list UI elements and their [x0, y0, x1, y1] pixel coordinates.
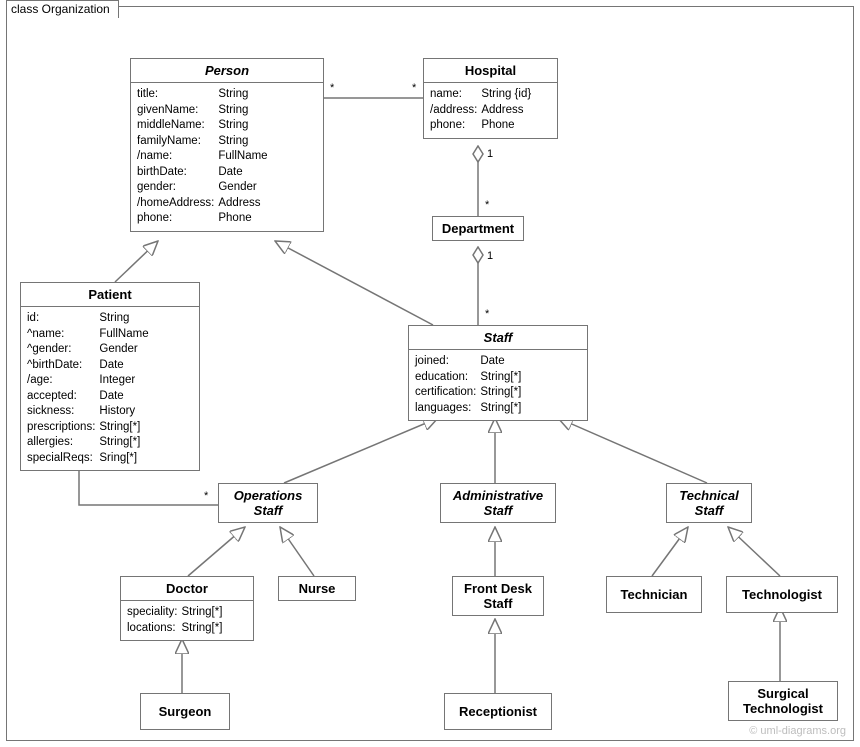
class-receptionist: Receptionist: [444, 693, 552, 730]
class-patient-title: Patient: [88, 287, 131, 302]
mult-patient-ops-right: *: [204, 490, 208, 502]
class-front-desk-title-1: Front Desk: [457, 581, 539, 596]
class-tech-staff: Technical Staff: [666, 483, 752, 523]
class-department-title: Department: [442, 221, 514, 236]
class-doctor: Doctor speciality:String[*] locations:St…: [120, 576, 254, 641]
class-tech-staff-title-1: Technical: [671, 488, 747, 503]
frame-label: class Organization: [6, 0, 119, 18]
class-admin-staff-title-2: Staff: [445, 503, 551, 518]
class-surg-tech-title-1: Surgical: [733, 686, 833, 701]
class-surg-tech: Surgical Technologist: [728, 681, 838, 721]
mult-dept-staff-star: *: [485, 308, 489, 320]
class-staff-title: Staff: [484, 330, 513, 345]
mult-person-hospital-left: *: [330, 82, 334, 94]
class-nurse-title: Nurse: [299, 581, 336, 596]
class-person: Person title:String givenName:String mid…: [130, 58, 324, 232]
class-surg-tech-title-2: Technologist: [733, 701, 833, 716]
class-hospital-attrs: name:String {id} /address:Address phone:…: [424, 83, 557, 138]
class-staff-attrs: joined:Date education:String[*] certific…: [409, 350, 587, 420]
class-ops-staff-title-1: Operations: [223, 488, 313, 503]
class-nurse: Nurse: [278, 576, 356, 601]
class-patient: Patient id:String ^name:FullName ^gender…: [20, 282, 200, 471]
class-front-desk-title-2: Staff: [457, 596, 539, 611]
class-hospital-title: Hospital: [465, 63, 516, 78]
class-hospital: Hospital name:String {id} /address:Addre…: [423, 58, 558, 139]
class-technician: Technician: [606, 576, 702, 613]
mult-hospital-dept-1: 1: [487, 148, 493, 160]
class-technologist: Technologist: [726, 576, 838, 613]
class-tech-staff-title-2: Staff: [671, 503, 747, 518]
class-ops-staff: Operations Staff: [218, 483, 318, 523]
class-technician-title: Technician: [611, 581, 697, 608]
watermark: © uml-diagrams.org: [749, 725, 846, 737]
class-admin-staff-title-1: Administrative: [445, 488, 551, 503]
mult-person-hospital-right: *: [412, 82, 416, 94]
class-doctor-title: Doctor: [166, 581, 208, 596]
class-ops-staff-title-2: Staff: [223, 503, 313, 518]
class-receptionist-title: Receptionist: [449, 698, 547, 725]
class-surgeon: Surgeon: [140, 693, 230, 730]
uml-frame: class Organization: [0, 0, 860, 747]
class-technologist-title: Technologist: [731, 581, 833, 608]
mult-dept-staff-1: 1: [487, 250, 493, 262]
class-patient-attrs: id:String ^name:FullName ^gender:Gender …: [21, 307, 199, 470]
class-person-title: Person: [205, 63, 249, 78]
mult-hospital-dept-star: *: [485, 199, 489, 211]
class-admin-staff: Administrative Staff: [440, 483, 556, 523]
class-doctor-attrs: speciality:String[*] locations:String[*]: [121, 601, 253, 640]
class-staff: Staff joined:Date education:String[*] ce…: [408, 325, 588, 421]
class-surgeon-title: Surgeon: [145, 698, 225, 725]
class-person-attrs: title:String givenName:String middleName…: [131, 83, 323, 231]
class-front-desk: Front Desk Staff: [452, 576, 544, 616]
class-department: Department: [432, 216, 524, 241]
